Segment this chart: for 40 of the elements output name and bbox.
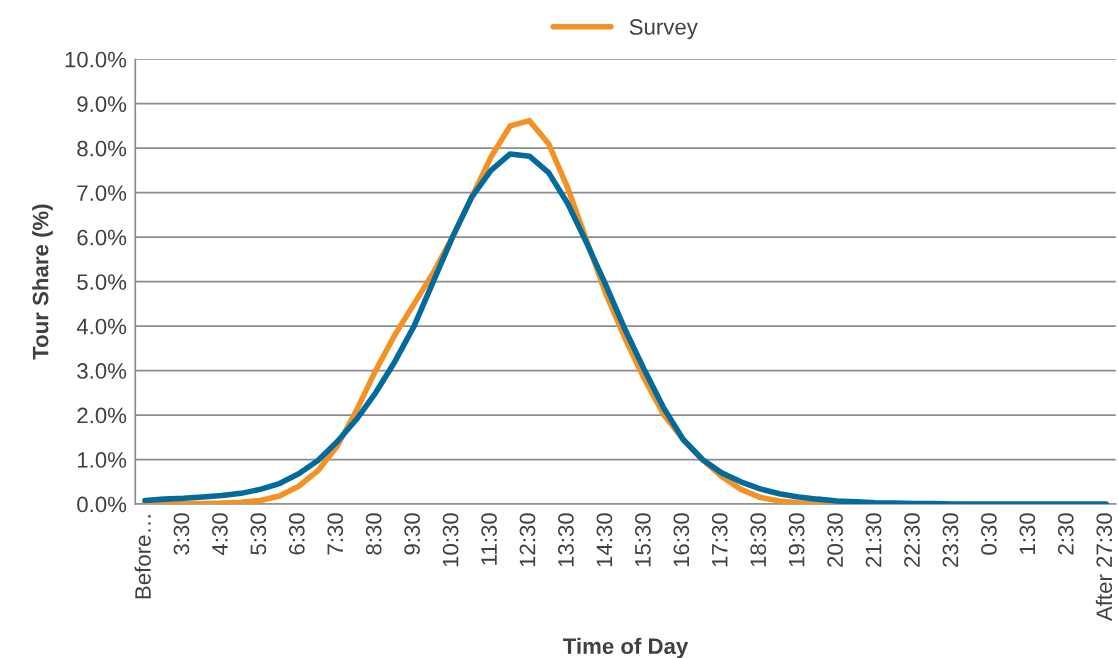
x-tick-label: 23:30 — [942, 513, 959, 567]
x-tick-label: 11:30 — [481, 513, 497, 565]
x-tick-label: 7:30 — [327, 513, 344, 555]
y-tick-label: 9.0% — [77, 96, 127, 112]
x-tick-label: 15:30 — [634, 513, 651, 567]
y-tick-label: 4.0% — [76, 318, 127, 335]
y-tick-label: 2.0% — [77, 407, 127, 424]
x-tick-label: 19:30 — [788, 513, 805, 567]
x-tick-label: 5:30 — [250, 513, 267, 555]
x-tick-label: 9:30 — [404, 513, 421, 555]
y-tick-label: 5.0% — [77, 274, 127, 290]
x-tick-label: 4:30 — [212, 513, 228, 556]
x-tick-label: 6:30 — [288, 513, 305, 555]
y-tick-label: 6.0% — [77, 229, 127, 246]
x-tick-label: 10:30 — [442, 513, 459, 567]
x-tick-label: 3:30 — [173, 513, 190, 555]
y-tick-label: 10.0% — [65, 51, 127, 68]
x-tick-label: 18:30 — [750, 513, 767, 567]
legend-label: Survey — [629, 19, 698, 40]
x-tick-label: 16:30 — [673, 513, 690, 567]
y-tick-label: 3.0% — [77, 363, 127, 379]
x-tick-label: 21:30 — [865, 513, 882, 567]
x-tick-label: After 27:30 — [1095, 513, 1113, 622]
x-tick-label: 12:30 — [519, 513, 536, 567]
x-tick-label: 8:30 — [365, 513, 382, 555]
x-axis-title: Time of Day — [562, 637, 689, 658]
y-axis-title: Tour Share (%) — [32, 204, 53, 360]
x-tick-label: 20:30 — [827, 513, 843, 567]
x-tick-label: 1:30 — [1019, 513, 1036, 554]
x-tick-label: Before… — [134, 515, 151, 599]
y-tick-label: 8.0% — [77, 140, 127, 157]
x-tick-label: 22:30 — [904, 513, 920, 567]
y-tick-label: 0.0% — [77, 496, 127, 513]
x-tick-label: 17:30 — [711, 513, 728, 567]
x-tick-label: 14:30 — [596, 513, 613, 567]
y-tick-label: 1.0% — [77, 452, 127, 468]
x-tick-label: 2:30 — [1057, 513, 1074, 555]
x-tick-label: 13:30 — [558, 513, 574, 567]
y-tick-label: 7.0% — [77, 185, 127, 201]
x-tick-label: 0:30 — [981, 513, 997, 555]
